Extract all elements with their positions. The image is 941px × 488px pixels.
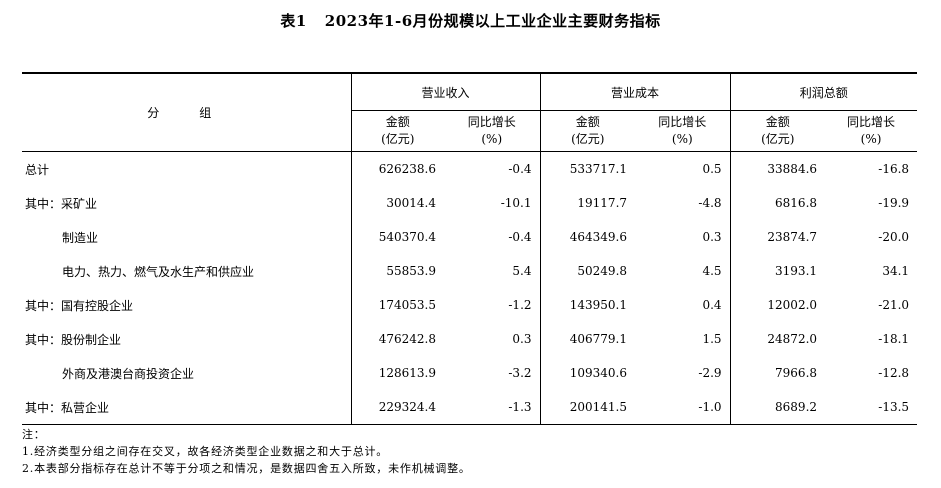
table-row: 其中：采矿业 30014.4 -10.1 19117.7 -4.8 6816.8… xyxy=(22,186,917,220)
notes-heading: 注： xyxy=(22,428,46,441)
row-label: 其中：采矿业 xyxy=(22,186,352,220)
revenue-growth: -0.4 xyxy=(444,220,541,254)
table-row: 外商及港澳台商投资企业 128613.9 -3.2 109340.6 -2.9 … xyxy=(22,356,917,390)
cost-amount: 464349.6 xyxy=(569,230,628,244)
profit-growth: -18.1 xyxy=(878,332,910,346)
profit-amount: 3193.1 xyxy=(775,264,818,278)
profit-growth: -12.8 xyxy=(878,366,910,380)
revenue-growth: -1.3 xyxy=(444,390,541,425)
table-row: 其中：国有控股企业 174053.5 -1.2 143950.1 0.4 120… xyxy=(22,288,917,322)
table-notes: 注： 1.经济类型分组之间存在交叉，故各经济类型企业数据之和大于总计。 2.本表… xyxy=(22,426,471,477)
profit-amount: 12002.0 xyxy=(767,298,818,312)
cost-growth: -2.9 xyxy=(635,356,731,390)
profit-growth: -21.0 xyxy=(878,298,910,312)
table-row: 电力、热力、燃气及水生产和供应业 55853.9 5.4 50249.8 4.5… xyxy=(22,254,917,288)
cost-amount: 406779.1 xyxy=(569,332,628,346)
header-row-sub: 金额 (亿元) 同比增长 (%) 金额 (亿元) 同比增长 (%) 金额 (亿元… xyxy=(22,110,918,152)
revenue-amount: 128613.9 xyxy=(378,366,436,380)
table-row: 制造业 540370.4 -0.4 464349.6 0.3 23874.7 -… xyxy=(22,220,917,254)
profit-amount-header: 金额 (亿元) xyxy=(730,110,826,152)
profit-amount: 6816.8 xyxy=(775,196,818,210)
row-label: 其中：股份制企业 xyxy=(22,322,352,356)
profit-growth: -13.5 xyxy=(825,390,918,425)
profit-growth: -16.8 xyxy=(878,162,910,176)
profit-header: 利润总额 xyxy=(730,72,918,111)
profit-growth: -20.0 xyxy=(878,230,910,244)
cost-amount: 533717.1 xyxy=(569,162,628,176)
revenue-amount: 476242.8 xyxy=(378,332,436,346)
table-row: 总计 626238.6 -0.4 533717.1 0.5 33884.6 -1… xyxy=(22,151,917,186)
cost-growth: -1.0 xyxy=(635,390,731,425)
row-label: 外商及港澳台商投资企业 xyxy=(22,356,352,390)
cost-growth: 0.3 xyxy=(635,220,731,254)
table-row: 其中：私营企业 229324.4 -1.3 200141.5 -1.0 8689… xyxy=(22,390,918,425)
revenue-growth: 0.3 xyxy=(444,322,541,356)
revenue-amount: 30014.4 xyxy=(386,196,436,210)
cost-amount-header: 金额 (亿元) xyxy=(540,110,636,152)
cost-amount: 143950.1 xyxy=(569,298,628,312)
revenue-growth: -1.2 xyxy=(444,288,541,322)
header-row-top: 分 组 营业收入 营业成本 利润总额 xyxy=(22,72,918,152)
revenue-amount: 626238.6 xyxy=(378,162,436,176)
profit-amount: 7966.8 xyxy=(775,366,818,380)
group-header: 分 组 xyxy=(22,72,352,152)
table-title: 表1 2023年1-6月份规模以上工业企业主要财务指标 xyxy=(0,10,941,31)
revenue-growth: 5.4 xyxy=(444,254,541,288)
revenue-amount: 540370.4 xyxy=(378,230,436,244)
cost-amount: 19117.7 xyxy=(577,196,628,210)
note-item: 2.本表部分指标存在总计不等于分项之和情况，是数据四舍五入所致，未作机械调整。 xyxy=(22,462,471,475)
revenue-header: 营业收入 xyxy=(351,72,541,111)
revenue-amount: 174053.5 xyxy=(378,298,436,312)
revenue-amount: 55853.9 xyxy=(386,264,436,278)
row-label: 制造业 xyxy=(22,220,352,254)
cost-growth-header: 同比增长 (%) xyxy=(635,110,731,152)
row-label: 电力、热力、燃气及水生产和供应业 xyxy=(22,254,352,288)
note-item: 1.经济类型分组之间存在交叉，故各经济类型企业数据之和大于总计。 xyxy=(22,445,389,458)
table-title-text: 2023年1-6月份规模以上工业企业主要财务指标 xyxy=(324,12,661,30)
revenue-growth: -3.2 xyxy=(444,356,541,390)
cost-header: 营业成本 xyxy=(540,72,731,111)
cost-amount: 200141.5 xyxy=(540,390,636,425)
revenue-growth: -10.1 xyxy=(444,186,541,220)
revenue-amount: 229324.4 xyxy=(351,390,444,425)
cost-growth: -4.8 xyxy=(635,186,731,220)
revenue-growth: -0.4 xyxy=(444,151,541,186)
financial-indicators-table: 分 组 营业收入 营业成本 利润总额 金额 (亿元) 同比增长 (%) 金额 (… xyxy=(22,72,918,425)
cost-amount: 50249.8 xyxy=(577,264,628,278)
profit-growth-header: 同比增长 (%) xyxy=(825,110,918,152)
profit-amount: 33884.6 xyxy=(767,162,818,176)
profit-growth: 34.1 xyxy=(882,264,910,278)
revenue-growth-header: 同比增长 (%) xyxy=(444,110,541,152)
profit-amount: 24872.0 xyxy=(767,332,818,346)
table-number: 表1 xyxy=(280,12,307,30)
row-label: 其中：国有控股企业 xyxy=(22,288,352,322)
table-row: 其中：股份制企业 476242.8 0.3 406779.1 1.5 24872… xyxy=(22,322,917,356)
profit-amount: 8689.2 xyxy=(730,390,826,425)
revenue-amount-header: 金额 (亿元) xyxy=(351,110,444,152)
row-label: 其中：私营企业 xyxy=(22,390,352,425)
row-label: 总计 xyxy=(22,151,352,186)
cost-growth: 0.4 xyxy=(635,288,731,322)
profit-amount: 23874.7 xyxy=(767,230,818,244)
cost-amount: 109340.6 xyxy=(569,366,628,380)
cost-growth: 4.5 xyxy=(635,254,731,288)
profit-growth: -19.9 xyxy=(878,196,910,210)
cost-growth: 0.5 xyxy=(635,151,731,186)
cost-growth: 1.5 xyxy=(635,322,731,356)
